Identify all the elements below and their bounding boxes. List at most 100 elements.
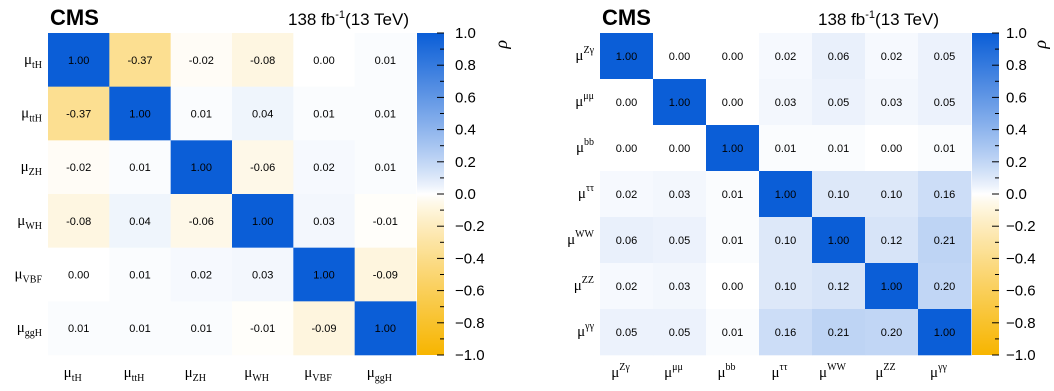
heatmap-cell	[918, 263, 972, 310]
cell-value-label: 1.00	[616, 51, 637, 63]
cell-value-label: 1.00	[129, 109, 150, 121]
heatmap-cell	[759, 263, 813, 310]
heatmap-cell	[48, 194, 110, 248]
y-tick-label: μWW	[567, 229, 594, 248]
heatmap-cell	[293, 301, 355, 356]
cell-value-label: 1.00	[722, 143, 743, 155]
colorbar-tick-label: 0.0	[455, 186, 476, 203]
colorbar-tick-label: −0.6	[455, 283, 485, 300]
heatmap-cell	[812, 171, 866, 218]
heatmap-cell	[48, 301, 110, 356]
experiment-label: CMS	[602, 5, 651, 30]
cell-value-label: 0.10	[828, 189, 849, 201]
cell-value-label: 1.00	[68, 55, 89, 67]
cell-value-label: 0.10	[881, 189, 902, 201]
x-tick-label: μZH	[185, 365, 206, 384]
cell-value-label: 0.00	[722, 281, 743, 293]
heatmap-cell	[706, 309, 760, 356]
heatmap-cell	[865, 309, 919, 356]
colorbar-tick-label: 0.0	[1006, 186, 1027, 203]
x-tick-label: μbb	[717, 362, 735, 381]
cell-value-label: 0.02	[616, 189, 637, 201]
heatmap-cell	[600, 171, 654, 218]
heatmap-cell	[918, 309, 972, 356]
cell-value-label: 0.02	[881, 51, 902, 63]
cell-value-label: 0.03	[669, 189, 690, 201]
heatmap-cell	[865, 171, 919, 218]
heatmap-cell	[48, 247, 110, 302]
heatmap-cell	[354, 301, 417, 356]
colorbar-tick-label: −0.8	[1006, 315, 1036, 332]
colorbar-tick-label: −1.0	[1006, 347, 1036, 364]
heatmap-cell	[354, 140, 417, 195]
cell-value-label: 1.00	[775, 189, 796, 201]
cell-value-label: -0.09	[311, 323, 336, 335]
cell-value-label: 1.00	[252, 216, 273, 228]
heatmap-cell	[170, 247, 233, 302]
x-tick-label: μμμ	[664, 362, 683, 381]
cell-value-label: 0.01	[129, 323, 150, 335]
heatmap-cell	[865, 79, 919, 126]
cell-value-label: 0.03	[669, 281, 690, 293]
heatmap-cell	[812, 33, 866, 80]
cell-value-label: -0.08	[66, 216, 91, 228]
cell-value-label: 0.10	[775, 281, 796, 293]
heatmap-cell	[706, 171, 760, 218]
heatmap-cell	[865, 217, 919, 264]
heatmap-cell	[653, 217, 707, 264]
cell-value-label: 0.04	[252, 109, 273, 121]
y-tick-label: μtH	[24, 52, 42, 71]
cell-value-label: 0.01	[722, 189, 743, 201]
cell-value-label: 0.20	[934, 281, 955, 293]
cell-value-label: -0.06	[250, 162, 275, 174]
heatmap-cell	[653, 79, 707, 126]
colorbar-tick-label: 1.0	[455, 25, 476, 42]
cell-value-label: 0.01	[934, 143, 955, 155]
heatmap-cell	[600, 309, 654, 356]
heatmap-cell	[109, 140, 171, 195]
cell-value-label: 0.00	[722, 51, 743, 63]
heatmap-cell	[759, 125, 813, 172]
cell-value-label: -0.37	[127, 55, 152, 67]
heatmap-cell	[706, 263, 760, 310]
cell-value-label: 0.01	[313, 109, 334, 121]
heatmap-cell	[918, 79, 972, 126]
cell-value-label: 1.00	[934, 327, 955, 339]
heatmap-cell	[354, 194, 417, 248]
cell-value-label: 1.00	[881, 281, 902, 293]
heatmap-cell	[170, 33, 233, 87]
colorbar-title: ρ	[491, 40, 511, 50]
heatmap-cell	[48, 86, 110, 141]
cell-value-label: 1.00	[375, 323, 396, 335]
colorbar: 1.0 0.8 0.6 0.4 0.2 0.0 −0.2 −0.4 −0.6 −0.8 −1.0 ρ	[417, 25, 511, 364]
heatmap-cell	[232, 86, 294, 141]
heatmap-cell	[653, 33, 707, 80]
heatmap-cell	[812, 309, 866, 356]
colorbar-tick-label: 0.2	[1006, 154, 1027, 171]
x-tick-label: μττ	[771, 362, 787, 381]
colorbar-tick-label: 0.6	[455, 89, 476, 106]
cell-value-label: 0.03	[881, 97, 902, 109]
x-tick-label: μtH	[64, 365, 82, 384]
cell-value-label: 0.03	[775, 97, 796, 109]
cell-value-label: 1.00	[191, 162, 212, 174]
heatmap-cell	[600, 217, 654, 264]
heatmap-cell	[48, 33, 110, 87]
cell-value-label: 0.01	[129, 270, 150, 282]
cell-value-label: 0.01	[828, 143, 849, 155]
cell-value-label: 0.10	[775, 235, 796, 247]
heatmap-cell	[600, 263, 654, 310]
colorbar-tick-label: 0.4	[1006, 122, 1027, 139]
heatmap-cell	[812, 217, 866, 264]
cell-value-label: 1.00	[669, 97, 690, 109]
colorbar-tick-label: −1.0	[455, 347, 485, 364]
x-axis-labels: μtH μttH μZH μWH μVBF μggH	[64, 365, 392, 384]
cell-value-label: -0.02	[189, 55, 214, 67]
colorbar-tick-label: −0.4	[455, 250, 485, 267]
cell-value-label: 0.16	[775, 327, 796, 339]
heatmap-cell	[918, 33, 972, 80]
heatmap-cell	[232, 247, 294, 302]
x-tick-label: μVBF	[304, 365, 332, 384]
heatmap-cell	[354, 247, 417, 302]
